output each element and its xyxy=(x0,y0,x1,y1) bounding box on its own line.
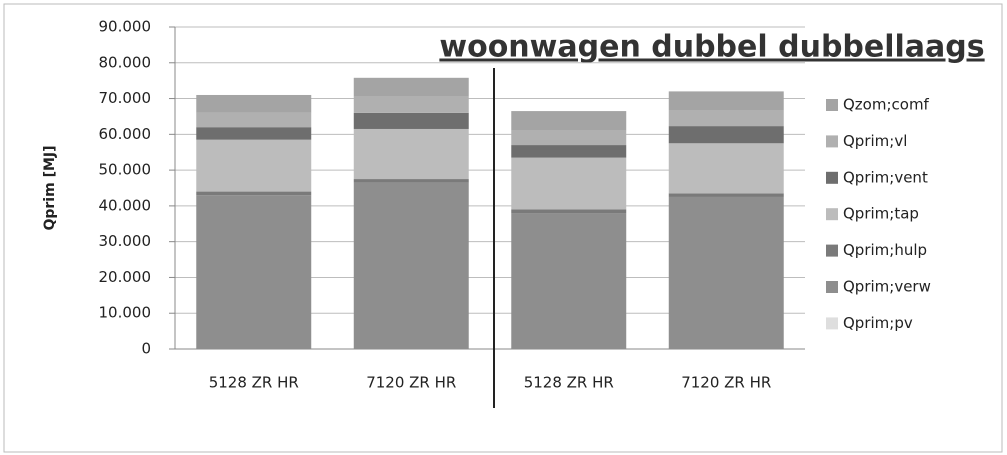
y-tick-label: 90.000 xyxy=(99,18,152,36)
y-tick-label: 80.000 xyxy=(99,53,152,71)
bar-segment xyxy=(511,209,627,214)
x-tick-label: 5128 ZR HR xyxy=(209,374,299,392)
legend-label: Qprim;vent xyxy=(843,168,928,186)
legend-swatch xyxy=(826,244,838,257)
bar-segment xyxy=(668,193,784,197)
legend-label: Qprim;hulp xyxy=(843,241,927,259)
chart-frame xyxy=(3,3,1003,453)
bar-segment xyxy=(511,213,627,349)
y-tick-label: 0 xyxy=(141,340,151,358)
x-tick-label: 7120 ZR HR xyxy=(681,374,771,392)
bar-segment xyxy=(353,179,469,183)
bar-segment xyxy=(511,157,627,210)
bar-segment xyxy=(511,145,627,158)
bar-segment xyxy=(353,128,469,180)
y-tick-label: 40.000 xyxy=(99,196,152,214)
y-tick-label: 50.000 xyxy=(99,161,152,179)
bar-segment xyxy=(196,191,312,196)
bar-segment xyxy=(668,91,784,111)
y-tick-label: 70.000 xyxy=(99,89,152,107)
legend-label: Qprim;tap xyxy=(843,205,919,223)
legend-label: Qprim;verw xyxy=(843,278,931,296)
y-tick-label: 60.000 xyxy=(99,125,152,143)
legend-swatch xyxy=(826,171,838,184)
legend-swatch xyxy=(826,317,838,330)
bar-segment xyxy=(668,110,784,127)
bar-segment xyxy=(196,139,312,192)
legend-swatch xyxy=(826,281,838,293)
y-tick-label: 10.000 xyxy=(99,304,152,322)
y-tick-label: 30.000 xyxy=(99,232,152,250)
bar-segment xyxy=(353,112,469,129)
legend-swatch xyxy=(826,208,838,221)
bar-segment xyxy=(196,195,312,349)
bar-segment xyxy=(668,196,784,349)
bar-segment xyxy=(668,143,784,194)
bar-segment xyxy=(196,94,312,113)
x-tick-label: 7120 ZR HR xyxy=(366,374,456,392)
bar-segment xyxy=(353,182,469,349)
bar-segment xyxy=(196,127,312,140)
x-tick-label: 5128 ZR HR xyxy=(524,374,614,392)
legend-label: Qprim;vl xyxy=(843,132,907,150)
bar-segment xyxy=(668,126,784,144)
bar-segment xyxy=(511,111,627,131)
legend-label: Qprim;pv xyxy=(843,314,913,332)
bar-segment xyxy=(196,112,312,128)
bar-segment xyxy=(511,130,627,146)
y-tick-label: 20.000 xyxy=(99,268,152,286)
legend-swatch xyxy=(826,99,838,111)
bar-segment xyxy=(353,77,469,97)
legend-swatch xyxy=(826,135,838,148)
annotation: woonwagen dubbel dubbellaags xyxy=(439,30,984,65)
bar-segment xyxy=(353,96,469,113)
legend-label: Qzom;comf xyxy=(843,96,930,114)
y-axis-label: Qprim [MJ] xyxy=(42,145,58,230)
